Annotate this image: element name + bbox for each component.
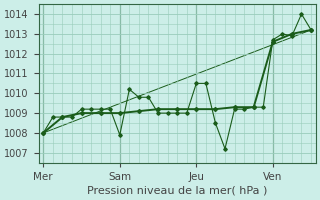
X-axis label: Pression niveau de la mer( hPa ): Pression niveau de la mer( hPa ) [87,186,268,196]
